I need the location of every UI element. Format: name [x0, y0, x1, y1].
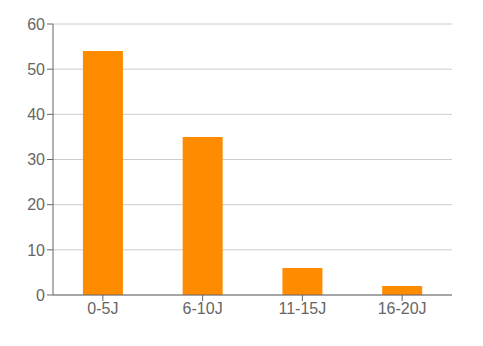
svg-text:11-15J: 11-15J: [279, 300, 327, 317]
svg-text:6-10J: 6-10J: [183, 300, 223, 317]
svg-text:60: 60: [27, 16, 45, 33]
svg-text:40: 40: [27, 106, 45, 123]
svg-text:16-20J: 16-20J: [378, 300, 427, 317]
svg-text:10: 10: [27, 242, 45, 259]
svg-text:0-5J: 0-5J: [87, 300, 118, 317]
svg-text:50: 50: [27, 61, 45, 78]
svg-text:0: 0: [36, 287, 45, 304]
svg-text:20: 20: [27, 196, 45, 213]
svg-text:30: 30: [27, 151, 45, 168]
